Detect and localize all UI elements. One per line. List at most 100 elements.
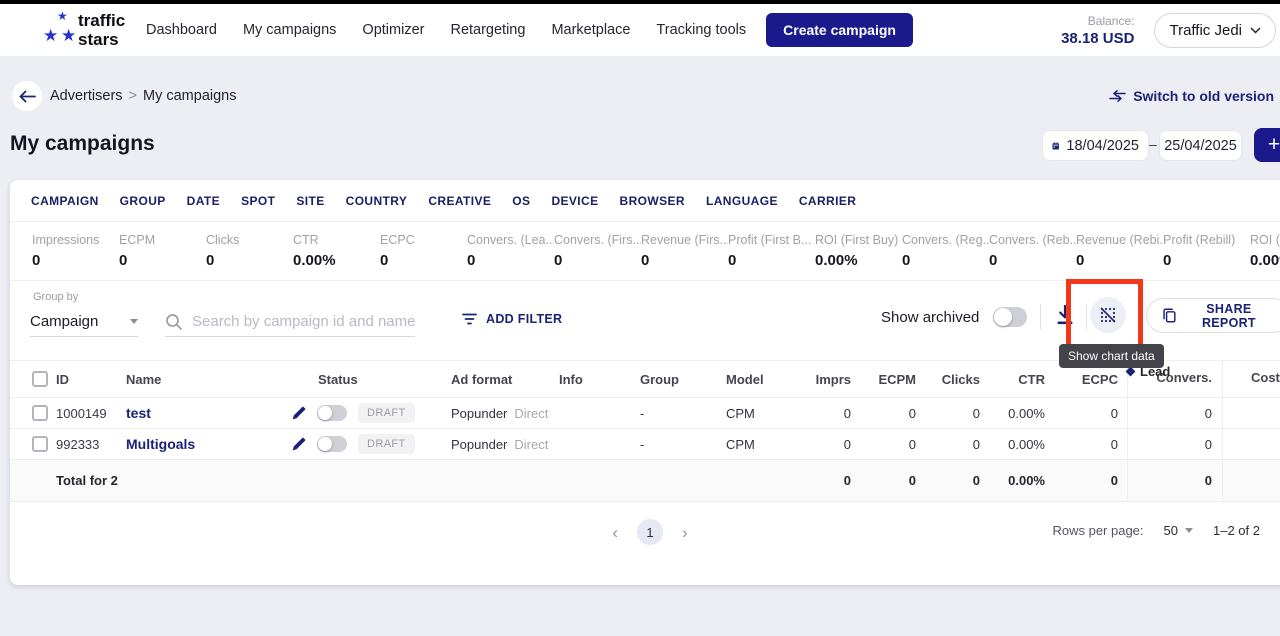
- back-button[interactable]: [12, 81, 42, 111]
- col-id[interactable]: ID: [56, 371, 69, 387]
- page-title: My campaigns: [10, 132, 155, 155]
- next-page-icon[interactable]: ›: [682, 522, 688, 542]
- total-ecpc: 0: [1110, 473, 1118, 488]
- group-by-label: Group by: [33, 291, 79, 303]
- page-number-button[interactable]: 1: [637, 519, 663, 545]
- row-checkbox[interactable]: [32, 405, 48, 421]
- stats-summary-row: Impressions 0 ECPM 0 Clicks 0 CTR 0.00% ECPC…: [10, 222, 1280, 281]
- campaigns-card: CAMPAIGN GROUP DATE SPOT SITE COUNTRY CR…: [10, 180, 1280, 585]
- ad-format-cell: Popunder Direct: [451, 436, 549, 452]
- col-name[interactable]: Name: [126, 371, 162, 387]
- tab-date[interactable]: DATE: [186, 193, 221, 208]
- model-cell: CPM: [726, 436, 755, 452]
- nav-dashboard[interactable]: Dashboard: [146, 22, 217, 38]
- add-button[interactable]: +: [1254, 128, 1280, 162]
- report-tabs: CAMPAIGN GROUP DATE SPOT SITE COUNTRY CR…: [10, 180, 1280, 222]
- chevron-down-icon: [130, 319, 138, 324]
- rows-per-page-select[interactable]: 50: [1164, 523, 1193, 538]
- status-cell: DRAFT: [291, 434, 451, 454]
- col-group[interactable]: Group: [640, 371, 679, 387]
- filter-icon: [462, 313, 477, 325]
- group-cell: -: [640, 405, 645, 421]
- table-toolbar: Group by Campaign ADD FILTER Show archiv…: [10, 281, 1280, 360]
- col-clicks[interactable]: Clicks: [941, 371, 980, 387]
- select-all-checkbox[interactable]: [32, 371, 48, 387]
- show-chart-data-button[interactable]: [1090, 297, 1126, 333]
- campaign-name-link[interactable]: Multigoals: [126, 436, 196, 452]
- imprs-cell: 0: [843, 405, 851, 421]
- ecpc-cell: 0: [1110, 436, 1118, 452]
- add-filter-label: ADD FILTER: [486, 312, 563, 326]
- date-from-input[interactable]: 18/04/2025: [1043, 131, 1148, 160]
- nav-retargeting[interactable]: Retargeting: [450, 22, 526, 38]
- tab-group[interactable]: GROUP: [119, 193, 166, 208]
- show-archived-toggle[interactable]: [993, 307, 1028, 327]
- campaign-active-toggle[interactable]: [317, 405, 347, 421]
- col-status[interactable]: Status: [318, 371, 358, 387]
- ecpc-cell: 0: [1110, 405, 1118, 421]
- col-model[interactable]: Model: [726, 371, 764, 387]
- balance-block: Balance: 38.18 USD: [1061, 14, 1134, 47]
- col-ctr[interactable]: CTR: [1018, 371, 1045, 387]
- tab-device[interactable]: DEVICE: [551, 193, 599, 208]
- breadcrumb-separator: >: [128, 88, 137, 104]
- tab-language[interactable]: LANGUAGE: [705, 193, 778, 208]
- date-to-input[interactable]: 25/04/2025: [1160, 131, 1241, 160]
- nav-my-campaigns[interactable]: My campaigns: [242, 22, 337, 38]
- tab-campaign[interactable]: CAMPAIGN: [31, 193, 99, 208]
- tab-country[interactable]: COUNTRY: [345, 193, 408, 208]
- col-imprs[interactable]: Imprs: [815, 371, 851, 387]
- tab-creative[interactable]: CREATIVE: [428, 193, 492, 208]
- nav-optimizer[interactable]: Optimizer: [362, 22, 425, 38]
- tab-site[interactable]: SITE: [296, 193, 325, 208]
- stat-convers-first: Convers. (Firs... 0: [554, 233, 641, 269]
- lead-convers-cell: 0: [1127, 429, 1222, 459]
- breadcrumb-row: Advertisers > My campaigns Switch to old v…: [0, 80, 1280, 114]
- nav-marketplace[interactable]: Marketplace: [551, 22, 631, 38]
- trafficstars-logo[interactable]: ★ ★ ★ traffic stars: [0, 4, 136, 56]
- account-menu-button[interactable]: Traffic Jedi: [1154, 12, 1276, 48]
- clicks-cell: 0: [972, 405, 980, 421]
- tab-browser[interactable]: BROWSER: [619, 193, 685, 208]
- create-campaign-button[interactable]: Create campaign: [766, 13, 913, 47]
- tab-carrier[interactable]: CARRIER: [798, 193, 857, 208]
- goal-icon: [1125, 366, 1136, 377]
- tab-os[interactable]: OS: [512, 193, 531, 208]
- breadcrumb-advertisers[interactable]: Advertisers: [50, 88, 123, 104]
- total-convers: 0: [1127, 460, 1222, 501]
- breadcrumb-current: My campaigns: [143, 88, 237, 104]
- edit-pencil-icon[interactable]: [291, 437, 306, 452]
- col-ad-format[interactable]: Ad format: [451, 371, 513, 387]
- download-report-button[interactable]: [1054, 303, 1076, 327]
- share-report-button[interactable]: SHARE REPORT: [1146, 298, 1280, 333]
- switch-to-old-version-link[interactable]: Switch to old version: [1109, 88, 1274, 104]
- col-ecpm[interactable]: ECPM: [878, 371, 916, 387]
- star-icon: ★: [57, 9, 68, 23]
- add-filter-button[interactable]: ADD FILTER: [462, 312, 562, 326]
- tab-spot[interactable]: SPOT: [241, 193, 276, 208]
- rows-per-page-label: Rows per page:: [1052, 523, 1144, 538]
- show-chart-data-tooltip: Show chart data: [1059, 344, 1164, 368]
- group-by-select[interactable]: Campaign: [30, 307, 138, 337]
- search-icon: [166, 313, 182, 330]
- group-cell: -: [640, 436, 645, 452]
- col-lead-convers[interactable]: Convers.: [1127, 361, 1222, 397]
- total-label: Total for 2: [56, 473, 118, 488]
- col-info[interactable]: Info: [559, 371, 583, 387]
- row-checkbox[interactable]: [32, 436, 48, 452]
- campaign-active-toggle[interactable]: [317, 436, 347, 452]
- pagination-range: 1–2 of 2: [1213, 523, 1260, 538]
- edit-pencil-icon[interactable]: [291, 406, 306, 421]
- search-input[interactable]: [192, 313, 415, 330]
- col-ecpc[interactable]: ECPC: [1081, 371, 1118, 387]
- col-lead-cost[interactable]: Cost: [1222, 361, 1280, 397]
- nav-tracking-tools[interactable]: Tracking tools: [656, 22, 747, 38]
- campaign-name-link[interactable]: test: [126, 405, 151, 421]
- stat-impressions: Impressions 0: [32, 233, 100, 269]
- ecpm-cell: 0: [908, 405, 916, 421]
- prev-page-icon[interactable]: ‹: [612, 522, 618, 542]
- main-nav: Dashboard My campaigns Optimizer Retarge…: [146, 22, 746, 38]
- stat-convers-lead: Convers. (Lea... 0: [467, 233, 554, 269]
- show-archived-label: Show archived: [881, 308, 980, 326]
- chart-data-disabled-icon: [1100, 307, 1116, 323]
